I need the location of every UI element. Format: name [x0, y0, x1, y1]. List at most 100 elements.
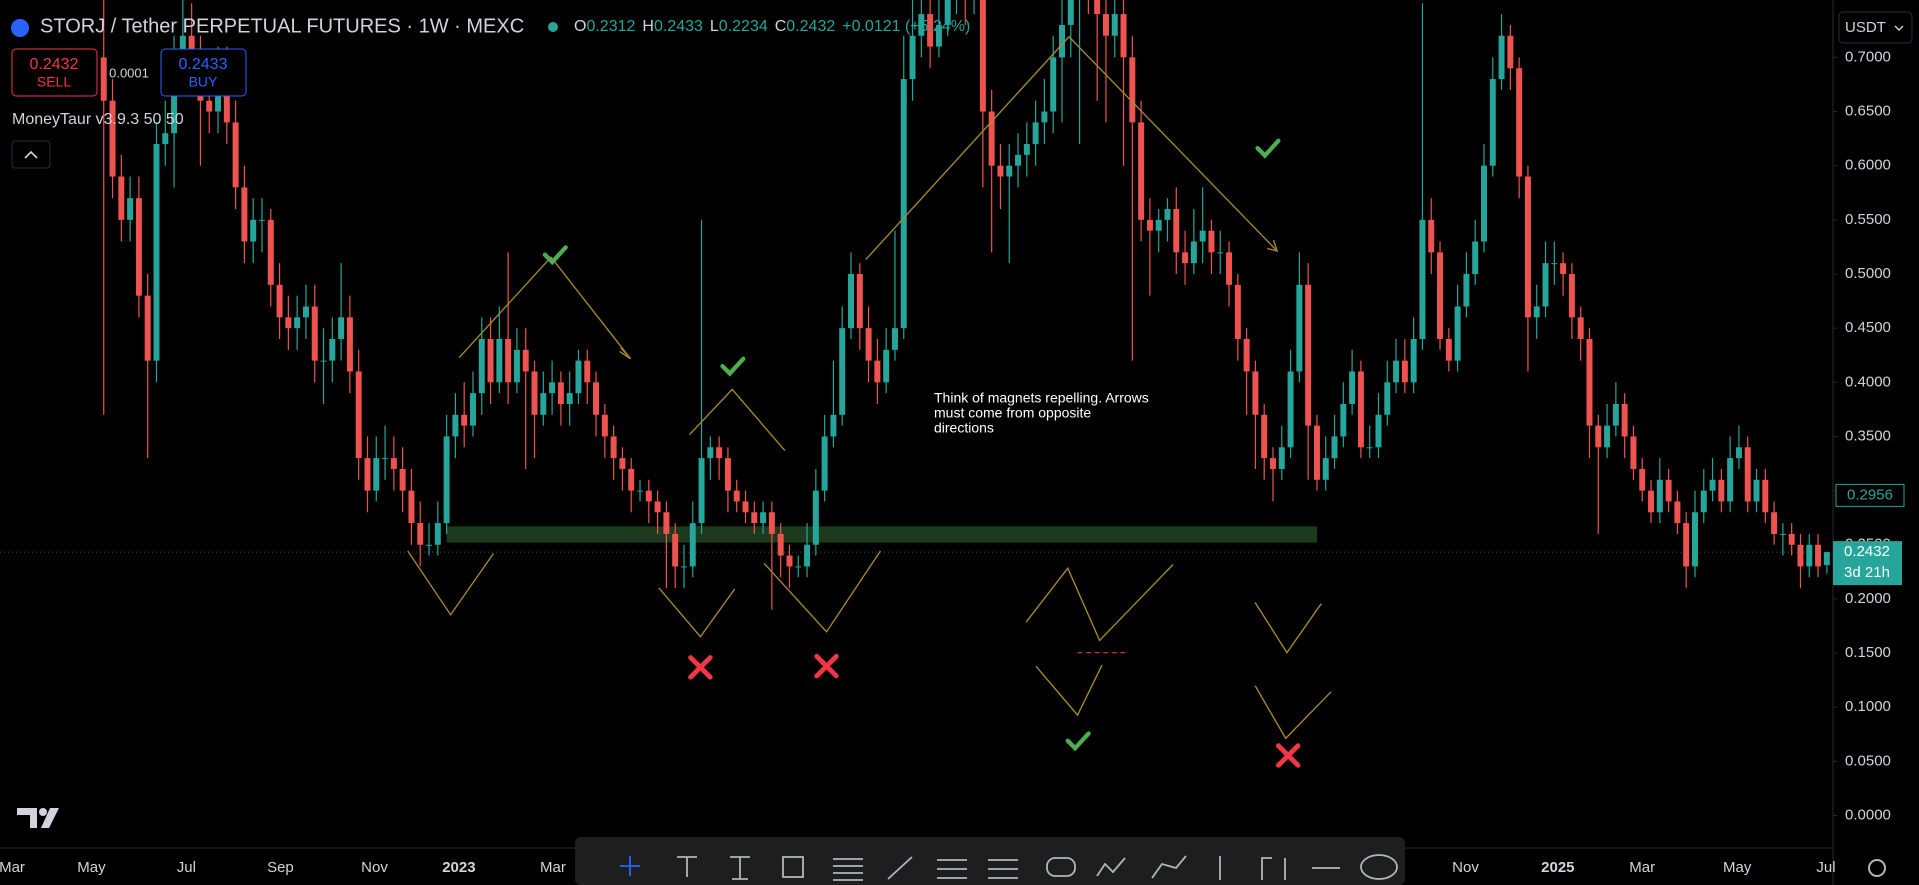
sell-label[interactable]: SELL: [37, 74, 71, 90]
x-tick-label: 2025: [1541, 859, 1574, 876]
candle-body: [329, 338, 336, 361]
candle-body: [505, 338, 512, 383]
currency[interactable]: USDT: [1845, 19, 1886, 36]
candle-body: [848, 274, 854, 329]
candle-body: [320, 360, 327, 362]
buy-button[interactable]: 0.2433 BUY: [160, 48, 247, 97]
candle-body: [478, 338, 485, 394]
buy-box[interactable]: [160, 48, 247, 97]
symbol-title[interactable]: STORJ / Tether PERPETUAL FUTURES · 1W · …: [40, 15, 524, 37]
candle-body: [593, 382, 600, 415]
dropdown-icon: [1894, 25, 1904, 31]
candle-body: [689, 523, 696, 567]
candle-body: [1806, 544, 1813, 567]
indicator-label[interactable]: MoneyTaur v3.9.3 50 50: [12, 111, 184, 128]
candle-body: [1059, 24, 1065, 58]
buy-price[interactable]: 0.2433: [179, 56, 228, 73]
candle-body: [232, 122, 239, 188]
tool-channel[interactable]: [937, 859, 967, 879]
collapse-button[interactable]: [11, 140, 51, 169]
buy-label[interactable]: BUY: [189, 74, 218, 90]
candle-body: [1674, 501, 1681, 524]
candle-body: [1050, 57, 1057, 112]
last-price-box: [1833, 541, 1902, 586]
candle-body: [1287, 371, 1294, 448]
candle-body: [812, 490, 819, 545]
tool-line[interactable]: [887, 856, 913, 880]
candle-body: [830, 414, 837, 437]
arrow: [688, 388, 786, 452]
candle-body: [1296, 284, 1303, 372]
candle-body: [1234, 284, 1241, 339]
candle-body: [417, 523, 424, 545]
price-marker-label: 0.2956: [1847, 486, 1893, 503]
candle-body: [1190, 241, 1197, 264]
tool-path[interactable]: [1096, 857, 1126, 877]
price-axis: 0.00000.05000.10000.15000.20000.25000.30…: [1833, 48, 1905, 823]
candle-body: [601, 414, 608, 437]
candle-body: [241, 187, 248, 242]
tool-text-anchor[interactable]: [730, 856, 750, 880]
sell-box[interactable]: [11, 48, 98, 97]
candle-body: [1498, 35, 1505, 80]
candle-body: [1612, 403, 1619, 426]
candle-body: [724, 458, 731, 491]
candle-body: [1472, 241, 1479, 275]
candle-body: [1604, 425, 1611, 448]
candle-body: [1595, 425, 1602, 448]
candle-body: [1094, 0, 1101, 15]
candle-body: [628, 468, 635, 491]
candle-body: [1445, 338, 1452, 361]
candle-body: [1146, 219, 1153, 231]
open: 0.2312: [586, 18, 635, 35]
tool-cross[interactable]: [620, 856, 640, 876]
candle-body: [1691, 512, 1698, 567]
arrow: [458, 256, 632, 360]
candle-body: [584, 360, 591, 383]
candle-body: [443, 436, 450, 524]
tool-shape[interactable]: [1046, 857, 1076, 877]
candle-body: [540, 393, 547, 415]
candle-body: [294, 317, 301, 329]
candle-body: [1217, 252, 1224, 254]
candle-body: [487, 338, 494, 383]
currency-button[interactable]: [1838, 11, 1913, 44]
candle-body: [452, 414, 459, 437]
tool-text[interactable]: [677, 856, 697, 877]
ohlc-letter: C: [775, 18, 787, 35]
candle-body: [1815, 544, 1822, 567]
candle-body: [1340, 403, 1347, 437]
tool-rect[interactable]: [782, 856, 804, 878]
candle-body: [1551, 263, 1558, 265]
settings-icon[interactable]: [1868, 859, 1886, 877]
candle-body: [1735, 447, 1742, 459]
x-tick-label: May: [1723, 859, 1752, 876]
candle-body: [1428, 219, 1435, 253]
candle-body: [1173, 209, 1180, 253]
tool-parallel[interactable]: [988, 859, 1018, 879]
candle-body: [1208, 230, 1215, 253]
candle-body: [1252, 371, 1259, 415]
y-tick-label: 0.1000: [1845, 698, 1891, 715]
ohlc-letter: H: [642, 18, 654, 35]
candle-body: [988, 111, 995, 166]
candle-body: [1226, 252, 1233, 285]
tool-fib[interactable]: [833, 858, 863, 881]
candle-body: [777, 533, 784, 556]
candle-body: [856, 274, 863, 329]
candle-body: [355, 371, 362, 459]
tool-measure[interactable]: [1261, 857, 1286, 880]
candle-body: [1006, 165, 1013, 177]
tool-brush[interactable]: [1151, 855, 1187, 879]
tool-ellipse[interactable]: [1360, 854, 1398, 880]
candle-body: [250, 219, 257, 242]
candle-body: [883, 349, 890, 383]
candle-body: [1270, 458, 1276, 469]
x-tick-label: Nov: [361, 859, 388, 876]
x-tick-label: Mar: [540, 859, 566, 876]
candle-body: [1700, 490, 1707, 513]
sell-button[interactable]: 0.2432 SELL: [11, 48, 98, 97]
candle-body: [1621, 403, 1628, 437]
sell-price[interactable]: 0.2432: [30, 56, 79, 73]
